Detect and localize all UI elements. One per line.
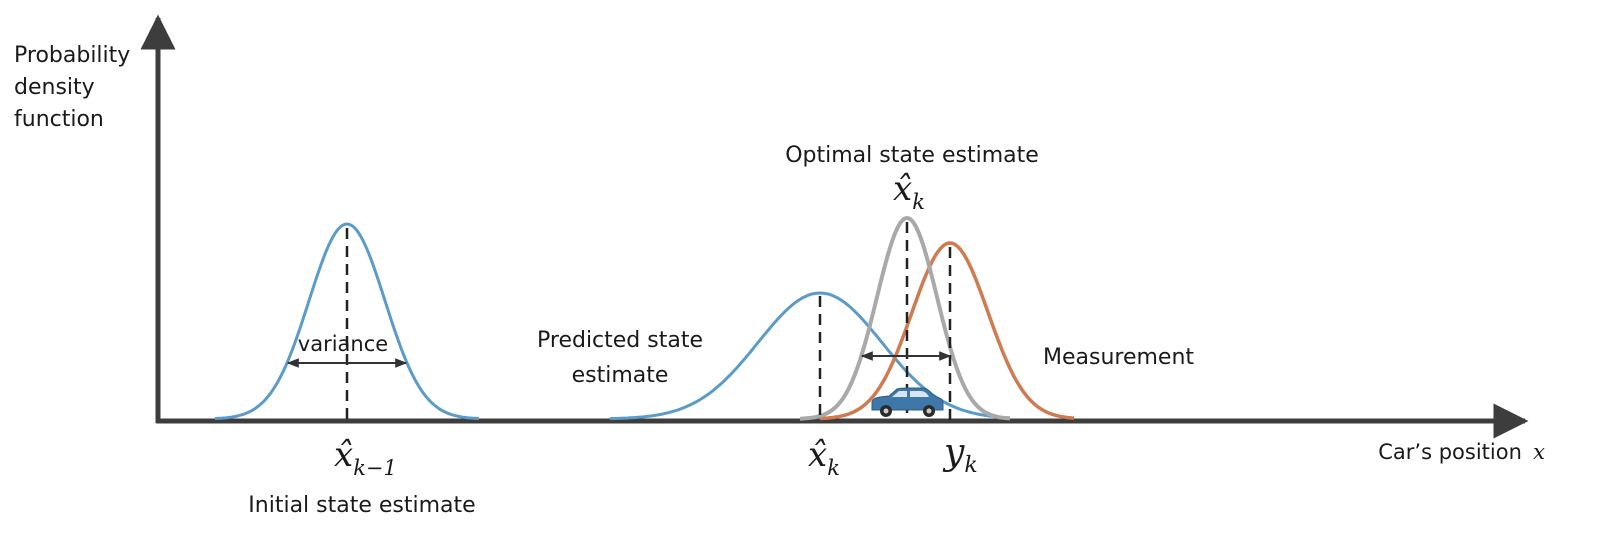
y-axis-label-line-2: density [14,75,95,100]
optimal-estimate-curve [799,216,1011,421]
initial-estimate-curve [214,222,480,420]
x-axis-label: Car’s position x [1378,440,1545,464]
measurement-symbol: yk [942,432,978,478]
optimal-estimate-symbol: x̂k [893,169,925,214]
measurement-label: Measurement [1043,345,1194,370]
y-axis-label-line-3: function [14,107,104,132]
initial-estimate-symbol: x̂k−1 [334,435,397,480]
optimal-label: Optimal state estimate [785,143,1039,168]
predicted-label-line-2: estimate [572,363,669,388]
initial-label: Initial state estimate [248,493,475,518]
predicted-estimate-symbol: x̂k [808,435,840,480]
variance-label: variance [298,332,388,356]
x-axis-label-text: Car’s position [1378,440,1522,464]
x-axis-label-symbol: x [1533,440,1545,464]
y-axis-label-line-1: Probability [14,43,130,68]
measurement-curve [819,241,1075,421]
car-icon [871,387,944,417]
predicted-label-line-1: Predicted state [537,328,703,353]
